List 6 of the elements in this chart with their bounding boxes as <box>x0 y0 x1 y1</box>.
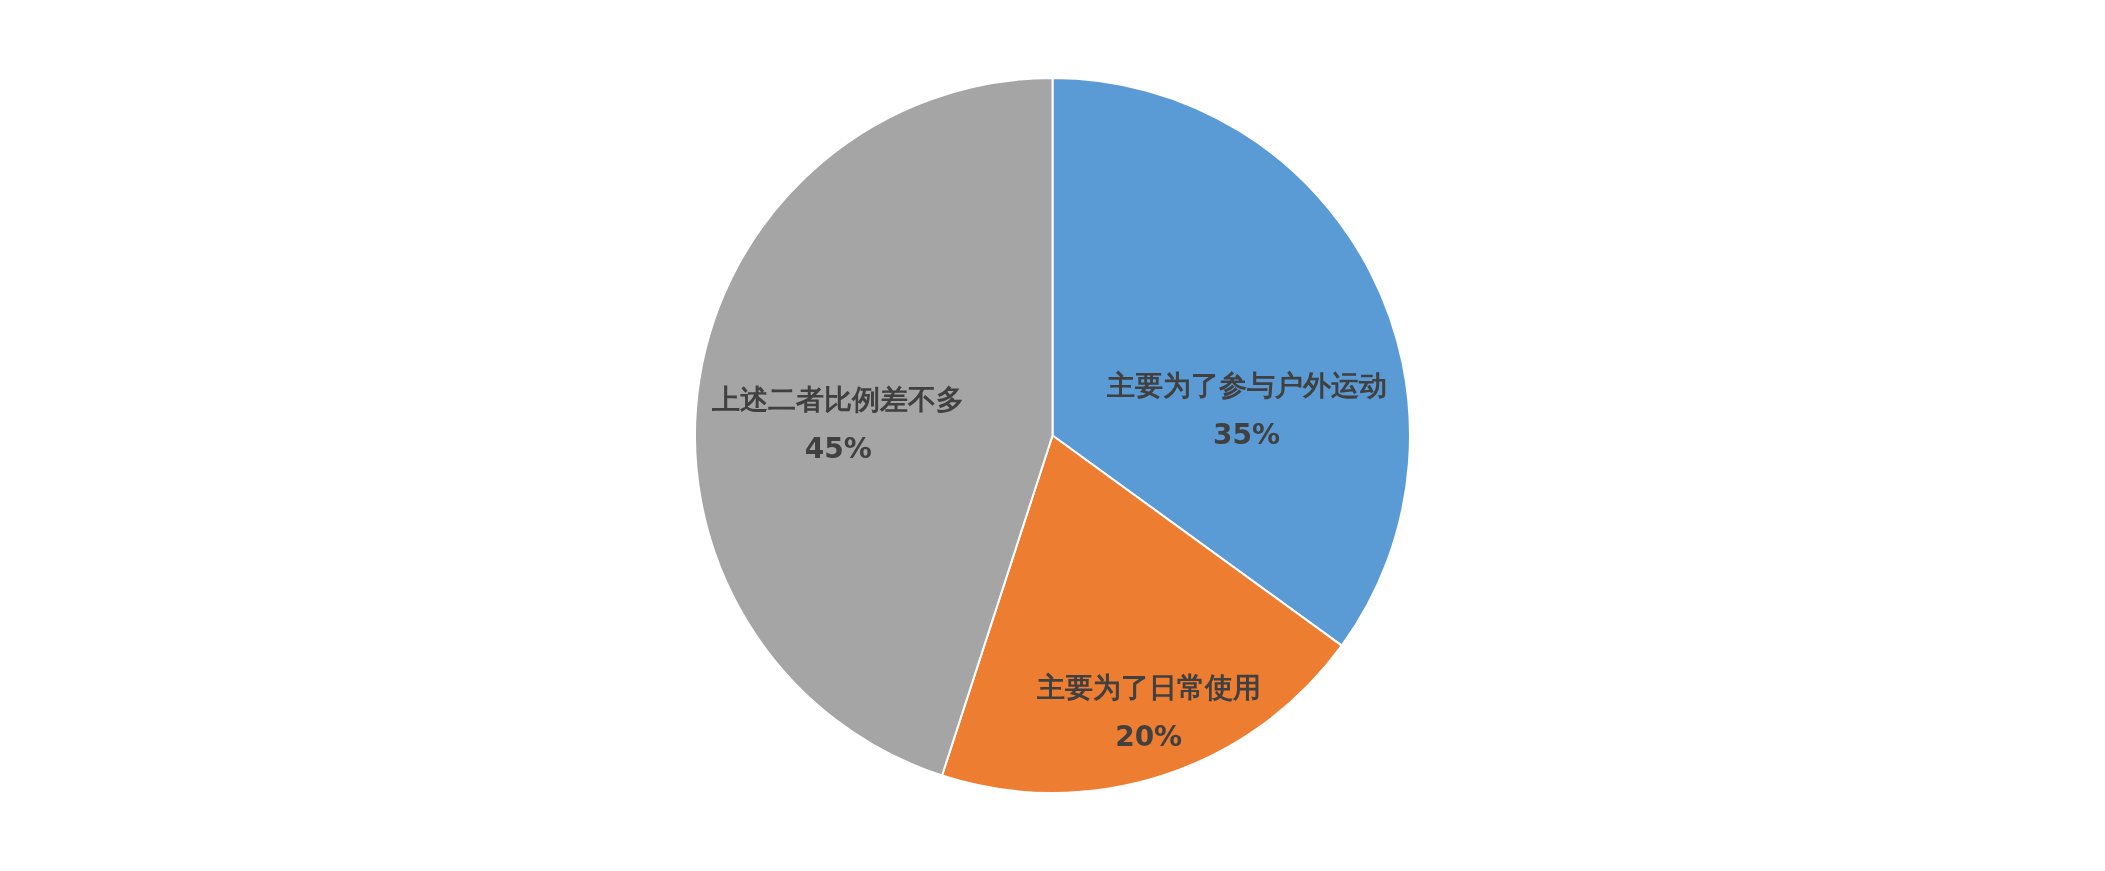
slice-label: 上述二者比例差不多 <box>711 382 965 416</box>
data-label: 20% <box>1115 720 1183 754</box>
slice-label: 主要为了参与户外运动 <box>1105 369 1387 403</box>
slice-label: 主要为了日常使用 <box>1035 671 1261 705</box>
data-label: 35% <box>1213 418 1281 452</box>
data-label: 45% <box>804 431 872 465</box>
